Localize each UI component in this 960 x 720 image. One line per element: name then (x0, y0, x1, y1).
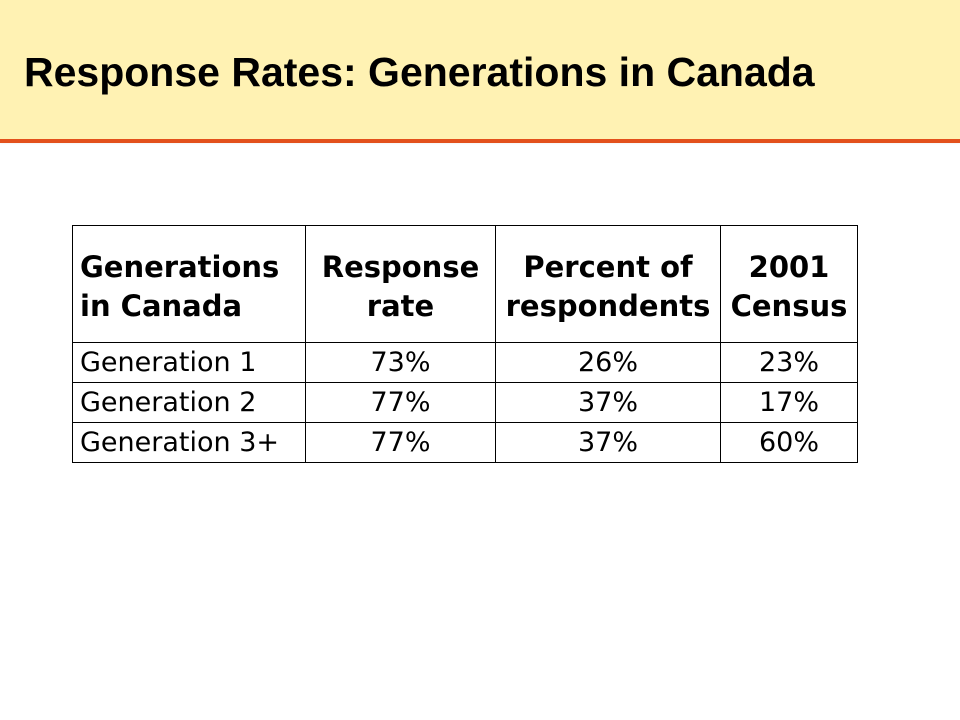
header-line: Percent of (523, 250, 693, 284)
percent-respondents-cell: 37% (495, 382, 721, 423)
generation-cell: Generation 3+ (72, 422, 306, 463)
header-line: rate (366, 289, 435, 323)
table-header-row: Generations in Canada Response rate Perc… (72, 225, 858, 343)
header-line: respondents (505, 289, 711, 323)
header-line: in Canada (80, 289, 243, 323)
title-banner: Response Rates: Generations in Canada (0, 0, 960, 139)
generation-cell: Generation 1 (72, 342, 306, 383)
slide-title: Response Rates: Generations in Canada (24, 49, 815, 95)
census-cell: 60% (720, 422, 858, 463)
census-cell: 23% (720, 342, 858, 383)
response-rates-table: Generations in Canada Response rate Perc… (72, 225, 858, 463)
response-rate-cell: 73% (305, 342, 496, 383)
header-line: Response (321, 250, 480, 284)
response-rate-cell: 77% (305, 422, 496, 463)
percent-respondents-cell: 26% (495, 342, 721, 383)
header-percent-respondents: Percent of respondents (495, 225, 721, 343)
header-census: 2001 Census (720, 225, 858, 343)
header-line: Census (730, 289, 848, 323)
header-generations: Generations in Canada (72, 225, 306, 343)
header-line: 2001 (748, 250, 830, 284)
percent-respondents-cell: 37% (495, 422, 721, 463)
table-row: Generation 1 73% 26% 23% (72, 342, 858, 383)
header-line: Generations (80, 250, 280, 284)
response-rate-cell: 77% (305, 382, 496, 423)
header-response-rate: Response rate (305, 225, 496, 343)
generation-cell: Generation 2 (72, 382, 306, 423)
table-row: Generation 3+ 77% 37% 60% (72, 422, 858, 463)
census-cell: 17% (720, 382, 858, 423)
title-divider (0, 139, 960, 143)
table-row: Generation 2 77% 37% 17% (72, 382, 858, 423)
